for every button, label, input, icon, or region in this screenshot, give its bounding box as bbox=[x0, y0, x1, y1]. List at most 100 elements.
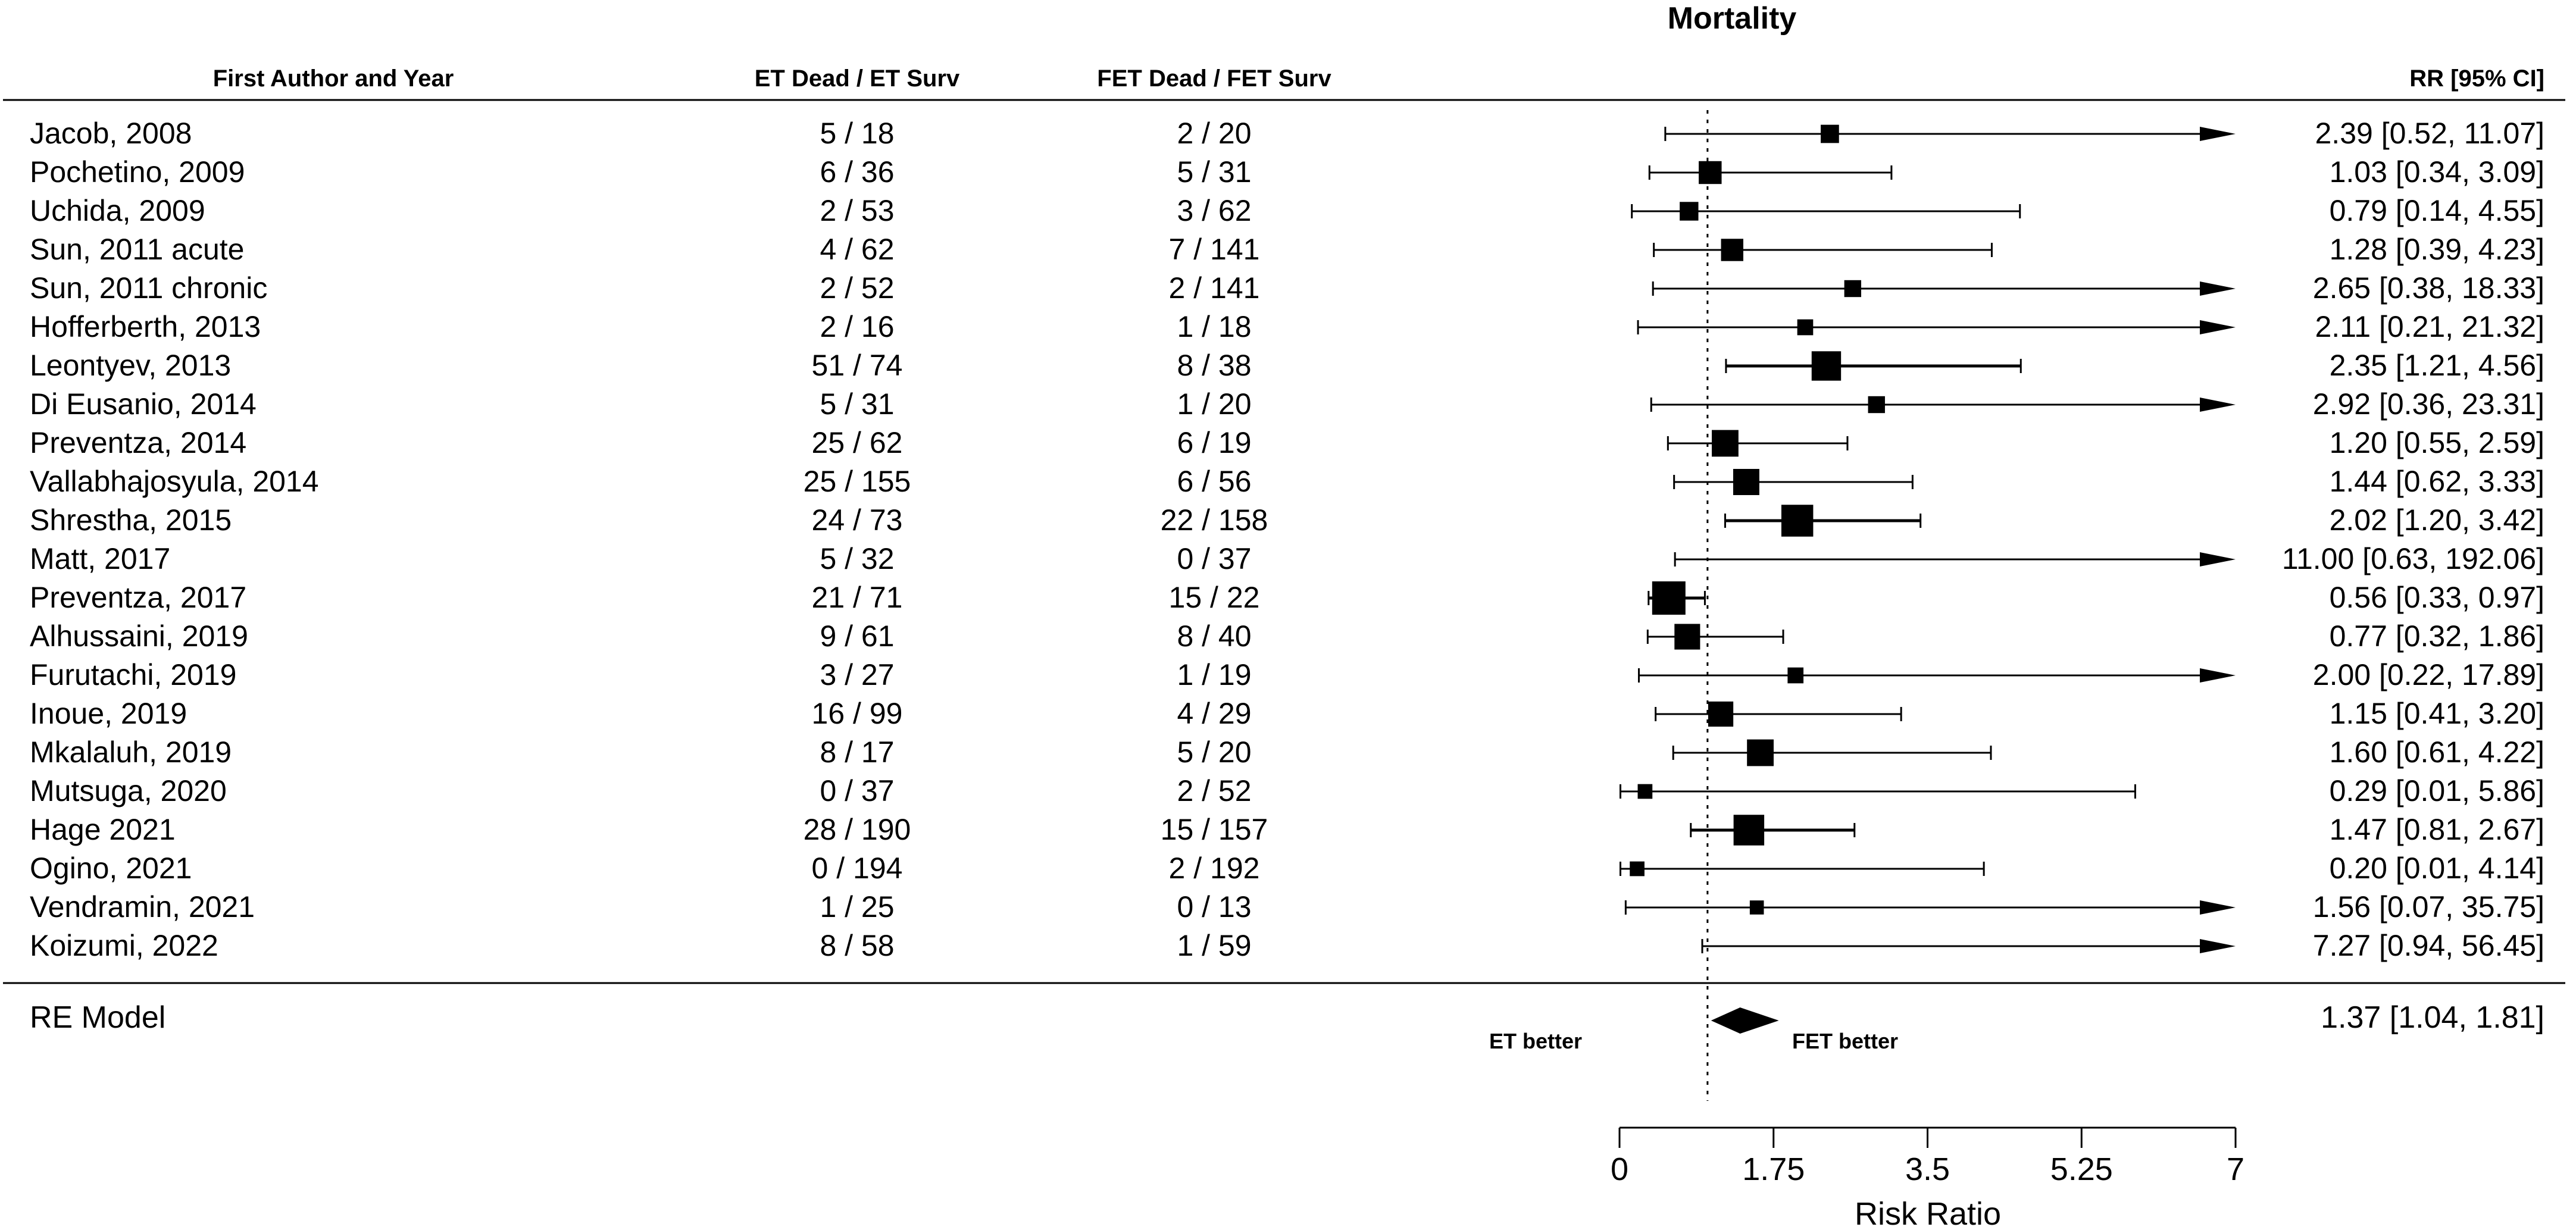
point-estimate bbox=[1747, 739, 1774, 766]
rr-ci-label: 1.03 [0.34, 3.09] bbox=[2330, 155, 2544, 189]
column-header-study: First Author and Year bbox=[213, 65, 454, 92]
rr-ci-label: 1.20 [0.55, 2.59] bbox=[2330, 426, 2544, 459]
study-name: Mkalaluh, 2019 bbox=[30, 736, 232, 769]
rr-ci-label: 0.56 [0.33, 0.97] bbox=[2330, 581, 2544, 614]
et-count: 9 / 61 bbox=[820, 619, 894, 653]
point-estimate bbox=[1787, 667, 1804, 684]
et-count: 4 / 62 bbox=[820, 233, 894, 266]
x-tick-label: 5.25 bbox=[2050, 1151, 2113, 1187]
study-name: Preventza, 2014 bbox=[30, 426, 246, 459]
fet-count: 5 / 31 bbox=[1177, 155, 1251, 189]
point-estimate bbox=[1637, 784, 1653, 799]
et-count: 5 / 18 bbox=[820, 117, 894, 150]
x-tick-label: 1.75 bbox=[1742, 1151, 1805, 1187]
point-estimate bbox=[1699, 161, 1722, 184]
rr-ci-label: 2.35 [1.21, 4.56] bbox=[2330, 349, 2544, 382]
et-better-label: ET better bbox=[1489, 1029, 1582, 1053]
rr-ci-label: 1.47 [0.81, 2.67] bbox=[2330, 813, 2544, 846]
column-header-et: ET Dead / ET Surv bbox=[755, 65, 960, 92]
fet-count: 2 / 192 bbox=[1169, 852, 1260, 885]
study-name: Pochetino, 2009 bbox=[30, 155, 245, 189]
study-name: Di Eusanio, 2014 bbox=[30, 387, 257, 421]
et-count: 3 / 27 bbox=[820, 658, 894, 691]
study-name: Sun, 2011 acute bbox=[30, 233, 244, 266]
rr-ci-label: 2.65 [0.38, 18.33] bbox=[2313, 271, 2544, 305]
rr-ci-label: 1.60 [0.61, 4.22] bbox=[2330, 736, 2544, 769]
fet-count: 22 / 158 bbox=[1161, 503, 1268, 537]
point-estimate bbox=[1733, 815, 1765, 846]
point-estimate bbox=[1868, 396, 1885, 414]
et-count: 8 / 58 bbox=[820, 929, 894, 962]
fet-count: 0 / 37 bbox=[1177, 542, 1251, 575]
point-estimate bbox=[1797, 319, 1814, 336]
study-name: Sun, 2011 chronic bbox=[30, 271, 267, 305]
rr-ci-label: 1.56 [0.07, 35.75] bbox=[2313, 890, 2544, 924]
rr-ci-label: 2.39 [0.52, 11.07] bbox=[2315, 117, 2545, 150]
point-estimate bbox=[1781, 505, 1814, 537]
rr-ci-label: 0.29 [0.01, 5.86] bbox=[2330, 774, 2544, 808]
fet-count: 6 / 19 bbox=[1177, 426, 1251, 459]
fet-count: 8 / 40 bbox=[1177, 619, 1251, 653]
fet-count: 5 / 20 bbox=[1177, 736, 1251, 769]
fet-count: 1 / 19 bbox=[1177, 658, 1251, 691]
study-name: Vendramin, 2021 bbox=[30, 890, 255, 924]
x-axis-label: Risk Ratio bbox=[1855, 1196, 2001, 1230]
study-name: Shrestha, 2015 bbox=[30, 503, 232, 537]
et-count: 5 / 31 bbox=[820, 387, 894, 421]
point-estimate bbox=[1680, 202, 1699, 221]
point-estimate bbox=[1721, 239, 1743, 261]
study-name: Hofferberth, 2013 bbox=[30, 310, 261, 343]
rr-ci-label: 0.77 [0.32, 1.86] bbox=[2330, 619, 2544, 653]
summary-diamond bbox=[1711, 1007, 1779, 1034]
rr-ci-label: 2.11 [0.21, 21.32] bbox=[2315, 310, 2545, 343]
fet-count: 1 / 18 bbox=[1177, 310, 1251, 343]
fet-count: 2 / 20 bbox=[1177, 117, 1251, 150]
summary-rr-label: 1.37 [1.04, 1.81] bbox=[2321, 1000, 2544, 1035]
study-name: Mutsuga, 2020 bbox=[30, 774, 227, 808]
point-estimate bbox=[1712, 430, 1739, 457]
column-header-fet: FET Dead / FET Surv bbox=[1097, 65, 1331, 92]
et-count: 8 / 17 bbox=[820, 736, 894, 769]
point-estimate bbox=[1708, 701, 1734, 727]
x-tick-label: 0 bbox=[1611, 1151, 1628, 1187]
point-estimate bbox=[1821, 124, 1839, 143]
chart-title: Mortality bbox=[1668, 1, 1797, 36]
rr-ci-label: 2.00 [0.22, 17.89] bbox=[2313, 658, 2544, 691]
fet-count: 2 / 52 bbox=[1177, 774, 1251, 808]
point-estimate bbox=[1630, 861, 1645, 877]
et-count: 16 / 99 bbox=[812, 697, 903, 730]
ci-arrow bbox=[2200, 668, 2236, 683]
rr-ci-label: 2.92 [0.36, 23.31] bbox=[2313, 387, 2544, 421]
study-name: Inoue, 2019 bbox=[30, 697, 187, 730]
x-tick-label: 7 bbox=[2227, 1151, 2244, 1187]
et-count: 25 / 155 bbox=[804, 465, 911, 498]
et-count: 1 / 25 bbox=[820, 890, 894, 924]
point-estimate bbox=[1652, 581, 1686, 615]
study-name: Hage 2021 bbox=[30, 813, 176, 846]
rr-ci-label: 1.44 [0.62, 3.33] bbox=[2330, 465, 2544, 498]
et-count: 24 / 73 bbox=[812, 503, 903, 537]
ci-arrow bbox=[2200, 127, 2236, 141]
et-count: 6 / 36 bbox=[820, 155, 894, 189]
rr-ci-label: 2.02 [1.20, 3.42] bbox=[2330, 503, 2544, 537]
fet-count: 1 / 20 bbox=[1177, 387, 1251, 421]
et-count: 2 / 52 bbox=[820, 271, 894, 305]
x-tick-label: 3.5 bbox=[1905, 1151, 1950, 1187]
et-count: 2 / 53 bbox=[820, 194, 894, 227]
et-count: 51 / 74 bbox=[812, 349, 903, 382]
x-axis: 0 1.75 3.5 5.25 7 bbox=[1611, 1126, 2244, 1187]
et-count: 0 / 194 bbox=[812, 852, 903, 885]
study-name: Alhussaini, 2019 bbox=[30, 619, 248, 653]
ci-arrow bbox=[2200, 552, 2236, 567]
rr-ci-label: 0.79 [0.14, 4.55] bbox=[2330, 194, 2544, 227]
ci-arrow bbox=[2200, 320, 2236, 334]
et-count: 2 / 16 bbox=[820, 310, 894, 343]
study-name: Matt, 2017 bbox=[30, 542, 170, 575]
fet-count: 15 / 22 bbox=[1169, 581, 1260, 614]
point-estimate bbox=[1674, 624, 1700, 650]
point-estimate bbox=[1811, 351, 1842, 381]
point-estimate bbox=[1844, 280, 1862, 298]
fet-count: 7 / 141 bbox=[1169, 233, 1260, 266]
et-count: 0 / 37 bbox=[820, 774, 894, 808]
